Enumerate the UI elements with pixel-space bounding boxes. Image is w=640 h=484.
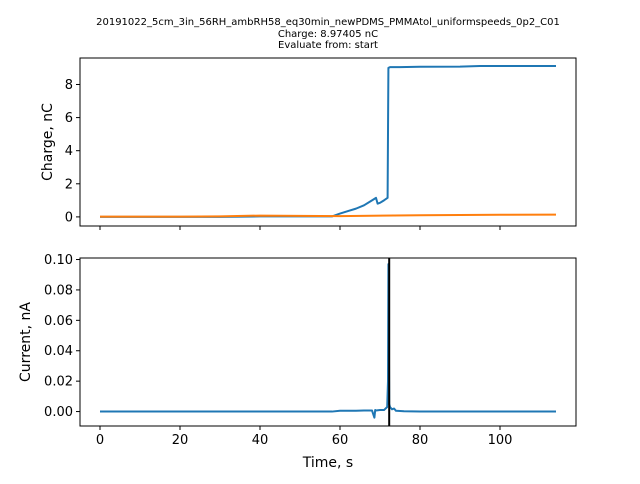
charge-plot: 0 2 4 6 8 Charge, nC [40, 57, 577, 230]
charge-y-tick-label-1: 2 [65, 177, 73, 192]
figure-title-line-3: Evaluate from: start [278, 40, 378, 51]
charge-series-group [100, 64, 557, 218]
current-x-tick-label-1: 20 [172, 433, 189, 448]
charge-series-line-1 [100, 213, 557, 218]
current-y-tick-label-0: 0.00 [44, 405, 73, 420]
current-x-tick-label-2: 40 [252, 433, 269, 448]
charge-y-tick-label-0: 0 [65, 210, 73, 225]
current-y-axis-label: Current, nA [18, 302, 34, 382]
current-x-tick-label-5: 100 [488, 433, 513, 448]
current-y-tick-label-4: 0.08 [44, 283, 73, 298]
current-y-tick-label-3: 0.06 [44, 314, 73, 329]
current-x-tick-label-0: 0 [96, 433, 104, 448]
charge-y-axis-label: Charge, nC [40, 103, 56, 181]
current-x-tick-label-3: 60 [332, 433, 349, 448]
current-x-axis-label: Time, s [302, 455, 353, 471]
current-x-ticks: 0 20 40 60 80 100 [96, 426, 513, 448]
current-series-line-0 [100, 263, 556, 419]
current-y-tick-label-5: 0.10 [44, 253, 73, 268]
charge-y-tick-label-4: 8 [65, 78, 73, 93]
current-y-tick-label-1: 0.02 [44, 375, 73, 390]
charge-x-ticks [99, 226, 501, 230]
current-series-group [100, 258, 556, 426]
current-x-tick-label-4: 80 [412, 433, 429, 448]
charge-y-tick-label-3: 6 [65, 111, 73, 126]
current-y-tick-label-2: 0.04 [44, 344, 73, 359]
current-plot: 0 20 40 60 80 100 0.00 0.02 0.04 0.06 0.08 0.10 Cu… [18, 253, 577, 471]
charge-y-ticks: 0 2 4 6 8 [65, 78, 80, 225]
figure-title-line-2: Charge: 8.97405 nC [278, 29, 378, 40]
charge-series-line-0 [100, 64, 556, 218]
current-plot-frame [79, 257, 577, 427]
current-y-ticks: 0.00 0.02 0.04 0.06 0.08 0.10 [44, 253, 80, 420]
charge-y-tick-label-2: 4 [65, 144, 73, 159]
charge-plot-frame [79, 57, 577, 227]
figure-title-line-1: 20191022_5cm_3in_56RH_ambRH58_eq30min_ne… [96, 17, 560, 28]
